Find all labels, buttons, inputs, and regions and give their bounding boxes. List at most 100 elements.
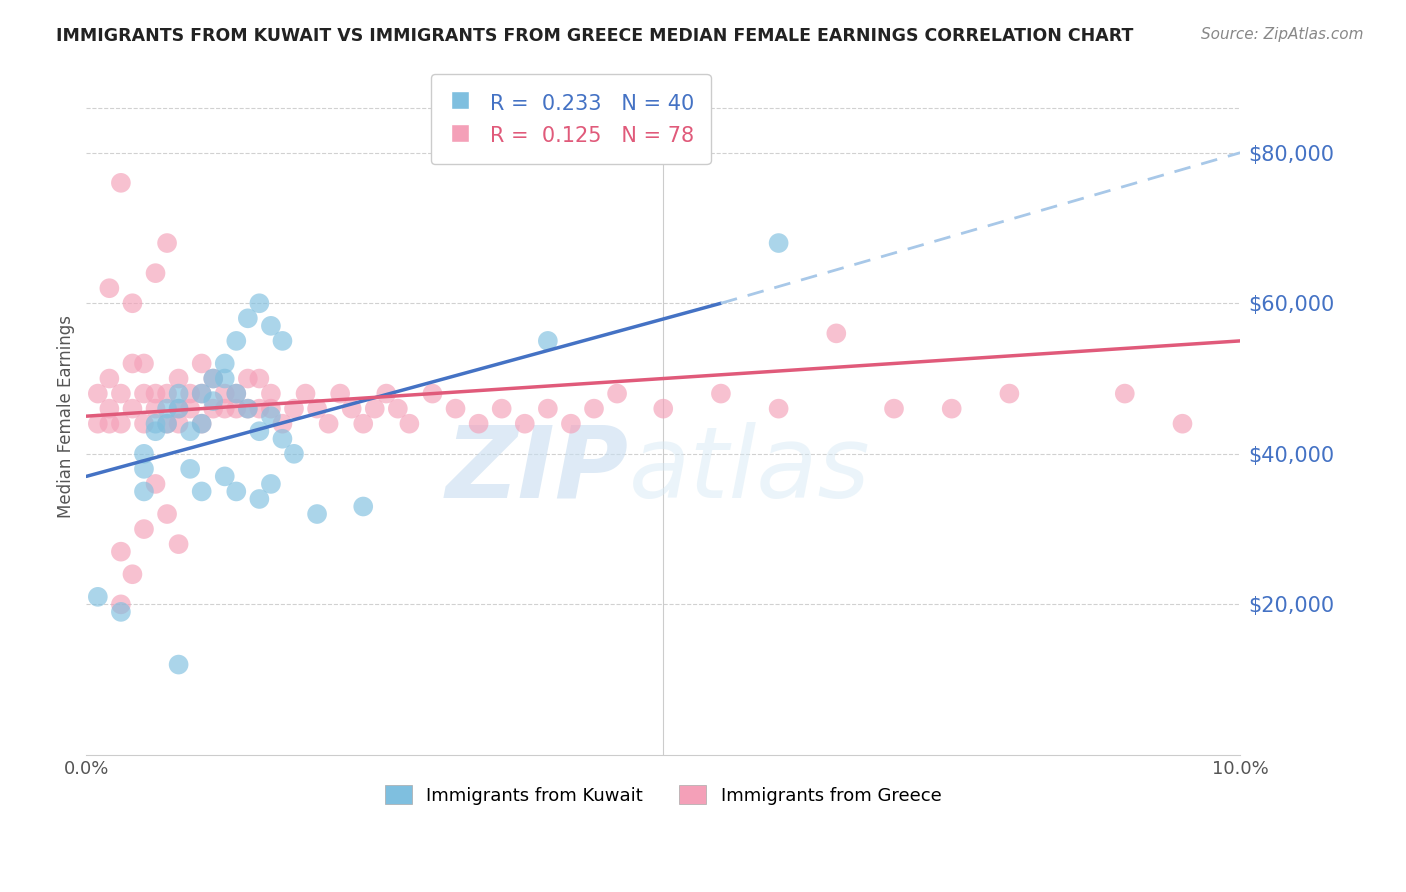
Point	[132, 462, 155, 476]
Point	[375, 386, 398, 401]
Point	[260, 477, 283, 491]
Point	[110, 386, 132, 401]
Point	[537, 401, 560, 416]
Point	[236, 401, 259, 416]
Point	[247, 424, 270, 438]
Text: IMMIGRANTS FROM KUWAIT VS IMMIGRANTS FROM GREECE MEDIAN FEMALE EARNINGS CORRELAT: IMMIGRANTS FROM KUWAIT VS IMMIGRANTS FRO…	[56, 27, 1133, 45]
Point	[247, 401, 270, 416]
Point	[121, 296, 143, 310]
Point	[156, 386, 179, 401]
Point	[202, 401, 225, 416]
Point	[156, 507, 179, 521]
Y-axis label: Median Female Earnings: Median Female Earnings	[58, 315, 75, 517]
Point	[179, 462, 201, 476]
Point	[283, 401, 305, 416]
Point	[167, 386, 190, 401]
Point	[145, 386, 167, 401]
Point	[156, 235, 179, 250]
Point	[132, 522, 155, 536]
Point	[352, 417, 374, 431]
Point	[110, 417, 132, 431]
Point	[318, 417, 340, 431]
Point	[560, 417, 582, 431]
Point	[352, 500, 374, 514]
Point	[236, 401, 259, 416]
Point	[132, 484, 155, 499]
Point	[307, 507, 329, 521]
Point	[236, 371, 259, 385]
Point	[121, 356, 143, 370]
Point	[202, 394, 225, 409]
Text: atlas: atlas	[628, 422, 870, 519]
Point	[132, 386, 155, 401]
Point	[179, 424, 201, 438]
Point	[768, 235, 790, 250]
Point	[444, 401, 467, 416]
Point	[294, 386, 316, 401]
Point	[156, 401, 179, 416]
Point	[247, 371, 270, 385]
Point	[214, 371, 236, 385]
Point	[236, 311, 259, 326]
Point	[214, 386, 236, 401]
Point	[247, 491, 270, 506]
Point	[98, 371, 121, 385]
Point	[202, 371, 225, 385]
Point	[513, 417, 536, 431]
Point	[260, 401, 283, 416]
Point	[167, 537, 190, 551]
Point	[398, 417, 420, 431]
Point	[167, 401, 190, 416]
Point	[491, 401, 513, 416]
Point	[422, 386, 444, 401]
Point	[156, 417, 179, 431]
Point	[214, 356, 236, 370]
Point	[87, 417, 110, 431]
Point	[537, 334, 560, 348]
Point	[606, 386, 628, 401]
Point	[329, 386, 352, 401]
Point	[998, 386, 1021, 401]
Point	[247, 296, 270, 310]
Point	[87, 590, 110, 604]
Point	[225, 484, 247, 499]
Point	[225, 401, 247, 416]
Point	[307, 401, 329, 416]
Point	[202, 371, 225, 385]
Point	[710, 386, 733, 401]
Point	[364, 401, 387, 416]
Point	[260, 409, 283, 424]
Point	[98, 401, 121, 416]
Point	[121, 567, 143, 582]
Point	[110, 176, 132, 190]
Point	[271, 432, 294, 446]
Point	[283, 447, 305, 461]
Point	[883, 401, 905, 416]
Point	[582, 401, 605, 416]
Point	[145, 424, 167, 438]
Point	[98, 281, 121, 295]
Point	[768, 401, 790, 416]
Point	[1171, 417, 1194, 431]
Text: ZIP: ZIP	[446, 422, 628, 519]
Point	[167, 401, 190, 416]
Point	[167, 417, 190, 431]
Point	[214, 401, 236, 416]
Point	[225, 386, 247, 401]
Point	[190, 386, 212, 401]
Point	[271, 334, 294, 348]
Point	[167, 371, 190, 385]
Point	[190, 417, 212, 431]
Point	[190, 484, 212, 499]
Point	[179, 401, 201, 416]
Point	[225, 334, 247, 348]
Legend: Immigrants from Kuwait, Immigrants from Greece: Immigrants from Kuwait, Immigrants from …	[375, 776, 950, 814]
Point	[271, 417, 294, 431]
Point	[652, 401, 675, 416]
Point	[145, 266, 167, 280]
Point	[156, 417, 179, 431]
Point	[825, 326, 848, 341]
Point	[110, 605, 132, 619]
Point	[121, 401, 143, 416]
Point	[167, 657, 190, 672]
